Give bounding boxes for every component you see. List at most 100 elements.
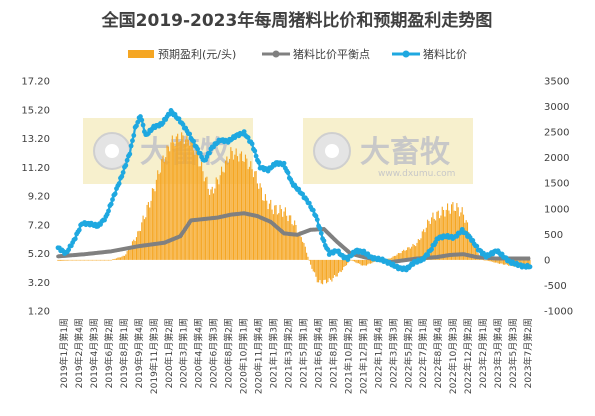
- ratio-point: [325, 247, 331, 252]
- profit-bar: [388, 258, 390, 260]
- profit-bar: [134, 241, 136, 260]
- profit-bar: [232, 159, 235, 260]
- profit-bar: [486, 259, 488, 261]
- ratio-point: [191, 138, 197, 144]
- breakeven-point: [202, 217, 207, 221]
- ratio-point: [108, 201, 114, 207]
- ratio-point: [134, 123, 139, 129]
- y-left-tick-label: 11.20: [21, 163, 50, 174]
- profit-bar: [344, 259, 346, 266]
- y-right-tick-label: 1000: [544, 204, 569, 215]
- profit-bar: [320, 259, 322, 284]
- ratio-point: [180, 122, 186, 127]
- profit-bar: [310, 259, 312, 265]
- profit-bar: [133, 239, 135, 260]
- ratio-point: [116, 181, 122, 186]
- profit-bar: [472, 240, 474, 260]
- profit-bar: [150, 200, 152, 260]
- profit-bar: [105, 259, 107, 261]
- breakeven-point: [117, 248, 121, 252]
- y-right-tick-label: 2000: [544, 153, 569, 164]
- breakeven-point: [151, 242, 156, 246]
- profit-bar: [524, 259, 526, 267]
- profit-bar: [319, 259, 321, 281]
- profit-bar: [82, 259, 84, 261]
- profit-bar: [312, 259, 314, 272]
- legend-marker-breakeven: [272, 50, 280, 58]
- profit-bar: [308, 259, 310, 261]
- profit-bar: [234, 154, 236, 260]
- profit-bar: [199, 166, 201, 260]
- profit-bar: [339, 259, 341, 272]
- profit-bar: [252, 177, 254, 260]
- profit-bar: [423, 229, 425, 260]
- ratio-point: [281, 160, 287, 166]
- profit-bar: [433, 218, 435, 260]
- profit-bar: [473, 246, 475, 260]
- breakeven-point: [433, 255, 438, 259]
- profit-bar: [500, 259, 502, 264]
- profit-bar: [72, 259, 74, 261]
- profit-bar: [201, 161, 203, 260]
- breakeven-point: [112, 249, 116, 253]
- profit-bar: [123, 255, 126, 260]
- profit-bar: [147, 202, 149, 260]
- profit-bar: [326, 259, 328, 284]
- profit-bar: [412, 243, 414, 260]
- profit-bar: [352, 259, 354, 262]
- breakeven-point: [452, 252, 457, 257]
- profit-bar: [146, 204, 148, 260]
- profit-bar: [186, 132, 188, 260]
- profit-bar: [165, 157, 167, 260]
- breakeven-point: [332, 237, 337, 242]
- breakeven-point: [239, 211, 244, 216]
- profit-bar: [230, 147, 232, 260]
- profit-bar: [417, 239, 419, 260]
- profit-bar: [355, 259, 357, 263]
- profit-bar: [86, 259, 88, 261]
- x-tick-label: 2021年12月第1周: [357, 318, 369, 394]
- breakeven-point: [128, 246, 132, 250]
- breakeven-point: [146, 243, 151, 247]
- x-tick-label: 2021年10月第2周: [342, 318, 354, 394]
- breakeven-point: [213, 216, 217, 220]
- profit-bar: [395, 255, 397, 260]
- profit-bar: [299, 231, 301, 260]
- profit-bar: [470, 235, 473, 260]
- profit-bar: [227, 162, 229, 260]
- breakeven-point: [518, 256, 523, 261]
- breakeven-point: [90, 251, 95, 256]
- profit-bar: [311, 259, 313, 269]
- profit-bar: [236, 156, 239, 260]
- profit-bar: [365, 259, 368, 266]
- profit-bar: [224, 160, 227, 260]
- profit-bar: [345, 259, 348, 266]
- profit-bar: [238, 161, 240, 260]
- profit-bar: [275, 205, 277, 260]
- breakeven-point: [130, 245, 135, 250]
- profit-bar: [363, 259, 365, 266]
- breakeven-point: [497, 256, 502, 261]
- profit-bar: [337, 259, 340, 273]
- breakeven-point: [178, 234, 183, 239]
- profit-bar: [97, 259, 99, 261]
- profit-bar: [242, 161, 244, 260]
- breakeven-point: [407, 257, 411, 262]
- profit-bar: [171, 135, 173, 260]
- breakeven-point: [157, 241, 161, 246]
- profit-bar: [122, 255, 124, 260]
- profit-bar: [501, 259, 503, 264]
- profit-bar: [282, 216, 284, 260]
- ratio-point: [131, 133, 137, 138]
- ratio-point: [130, 138, 135, 144]
- x-tick-label: 2021年6月第4周: [312, 318, 324, 388]
- profit-bar: [125, 254, 127, 260]
- profit-bar: [110, 259, 112, 261]
- profit-bar: [396, 254, 398, 260]
- x-tick-label: 2019年4月第3周: [88, 318, 100, 388]
- legend-marker-ratio: [402, 50, 410, 58]
- y-axis-right: 3500 3000 2500 2000 1500 1000 500 0 -500 -1000: [544, 77, 573, 318]
- profit-bar: [274, 205, 276, 260]
- profit-bar: [286, 215, 288, 260]
